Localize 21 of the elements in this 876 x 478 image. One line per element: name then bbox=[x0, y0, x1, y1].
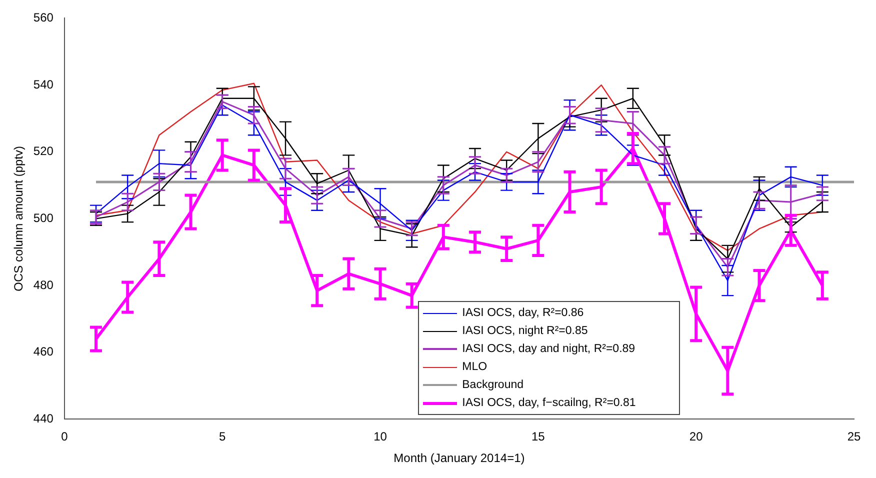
x-tick-label: 15 bbox=[531, 430, 546, 444]
legend-label: MLO bbox=[462, 361, 488, 374]
y-tick-label: 460 bbox=[33, 344, 54, 359]
y-axis-title: OCS column amount (pptv) bbox=[12, 146, 26, 292]
y-tick-label: 520 bbox=[33, 144, 54, 158]
y-tick-label: 500 bbox=[33, 211, 54, 226]
x-tick-label: 25 bbox=[847, 430, 861, 444]
x-axis-title: Month (January 2014=1) bbox=[394, 451, 525, 466]
y-tick-label: 540 bbox=[33, 77, 54, 92]
legend-label: Background bbox=[462, 379, 524, 392]
y-tick-label: 560 bbox=[33, 10, 54, 25]
y-tick-label: 440 bbox=[33, 412, 54, 426]
x-tick-label: 10 bbox=[374, 430, 388, 444]
y-tick-label: 480 bbox=[33, 278, 54, 292]
legend-label: IASI OCS, night R²=0.85 bbox=[462, 325, 588, 338]
x-tick-label: 0 bbox=[61, 430, 68, 444]
x-tick-label: 20 bbox=[689, 430, 704, 444]
legend-label: IASI OCS, day, R²=0.86 bbox=[462, 307, 584, 320]
x-tick-label: 5 bbox=[218, 430, 226, 444]
legend-label: IASI OCS, day and night, R²=0.89 bbox=[462, 343, 636, 356]
legend-label: IASI OCS, day, f−scailng, R²=0.81 bbox=[462, 397, 636, 410]
